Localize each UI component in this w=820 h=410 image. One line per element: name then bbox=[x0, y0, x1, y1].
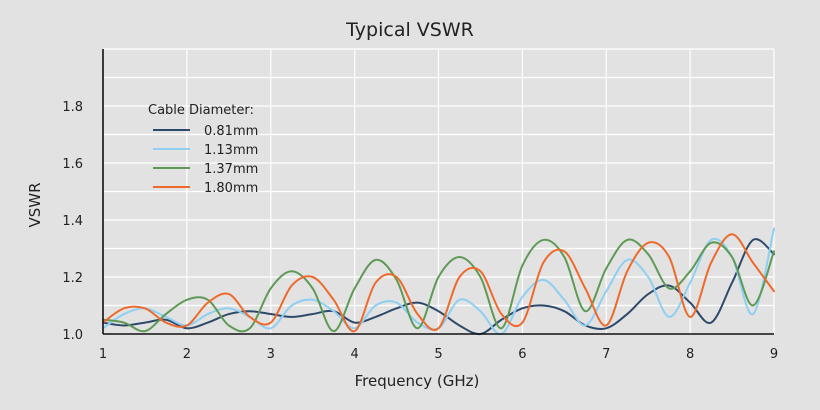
y-tick-label: 1.2 bbox=[62, 271, 83, 286]
series-line-0.81mm bbox=[102, 238, 775, 336]
series-line-1.80mm bbox=[102, 233, 775, 333]
x-tick-label: 5 bbox=[434, 347, 442, 362]
x-tick-label: 1 bbox=[99, 347, 107, 362]
y-tick-label: 1.6 bbox=[62, 157, 83, 172]
legend-items: 0.81mm 1.13mm 1.37mm 1.80mm bbox=[153, 124, 258, 196]
series-lines bbox=[102, 227, 775, 336]
x-axis-label: Frequency (GHz) bbox=[355, 372, 480, 390]
legend-label: 1.13mm bbox=[204, 143, 258, 158]
legend-label: 1.80mm bbox=[204, 181, 258, 196]
gridlines bbox=[103, 48, 775, 334]
legend-title: Cable Diameter: bbox=[148, 103, 254, 118]
legend-label: 0.81mm bbox=[204, 124, 258, 139]
x-tick-label: 4 bbox=[350, 347, 358, 362]
x-tick-label: 8 bbox=[686, 347, 694, 362]
y-axis-label: VSWR bbox=[26, 182, 44, 227]
legend: Cable Diameter: 0.81mm 1.13mm 1.37mm 1.80mm bbox=[148, 103, 258, 196]
x-tick-label: 2 bbox=[183, 347, 191, 362]
x-tick-label: 7 bbox=[602, 347, 610, 362]
x-tick-label: 9 bbox=[770, 347, 778, 362]
y-tick-label: 1.4 bbox=[62, 214, 83, 229]
x-tick-label: 6 bbox=[518, 347, 526, 362]
x-tick-label: 3 bbox=[267, 347, 275, 362]
y-tick-label: 1.8 bbox=[62, 100, 83, 115]
y-tick-label: 1.0 bbox=[62, 328, 83, 343]
chart-title: Typical VSWR bbox=[345, 19, 474, 41]
legend-label: 1.37mm bbox=[204, 162, 258, 177]
series-line-1.37mm bbox=[102, 238, 775, 333]
y-tick-labels: 1.0 1.2 1.4 1.6 1.8 bbox=[62, 100, 83, 343]
x-tick-labels: 1 2 3 4 5 6 7 8 9 bbox=[99, 347, 778, 362]
